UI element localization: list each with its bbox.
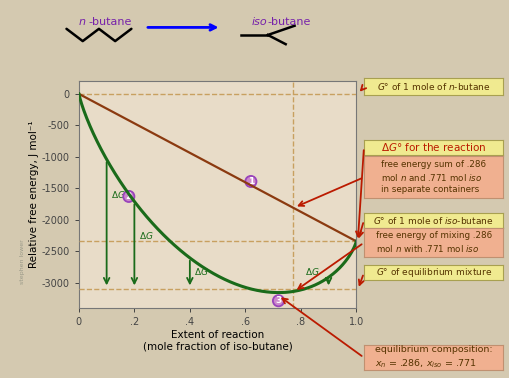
Text: $\Delta G$: $\Delta G$: [138, 230, 153, 241]
Text: iso: iso: [252, 17, 268, 26]
Text: 2: 2: [126, 192, 132, 201]
Y-axis label: Relative free energy, J mol⁻¹: Relative free energy, J mol⁻¹: [29, 121, 39, 268]
Text: equilibrium composition:
$x_n$ = .286, $x_{iso}$ = .771: equilibrium composition: $x_n$ = .286, $…: [375, 345, 493, 370]
Text: 3: 3: [275, 296, 281, 305]
Text: free energy of mixing .286
mol $n$ with .771 mol $iso$: free energy of mixing .286 mol $n$ with …: [376, 231, 492, 254]
Text: $\Delta G°$ for the reaction: $\Delta G°$ for the reaction: [381, 141, 486, 153]
Text: $\Delta G$: $\Delta G$: [111, 189, 126, 200]
X-axis label: Extent of reaction
(mole fraction of iso-butane): Extent of reaction (mole fraction of iso…: [143, 330, 293, 352]
Text: free energy sum of .286
mol $n$ and .771 mol $iso$
in separate containers: free energy sum of .286 mol $n$ and .771…: [381, 160, 486, 194]
Text: $G°$ of equilibrium mixture: $G°$ of equilibrium mixture: [376, 266, 492, 279]
Text: -butane: -butane: [267, 17, 310, 26]
Text: $\Delta G$: $\Delta G$: [194, 266, 209, 277]
Text: $\Delta G$: $\Delta G$: [305, 266, 320, 277]
Text: stephen lower: stephen lower: [20, 239, 25, 284]
Text: $G°$ of 1 mole of $iso$-butane: $G°$ of 1 mole of $iso$-butane: [374, 215, 494, 226]
Text: n: n: [79, 17, 86, 26]
Text: -butane: -butane: [88, 17, 131, 26]
Text: 1: 1: [248, 177, 254, 186]
Text: $G°$ of 1 mole of $n$-butane: $G°$ of 1 mole of $n$-butane: [377, 81, 490, 92]
